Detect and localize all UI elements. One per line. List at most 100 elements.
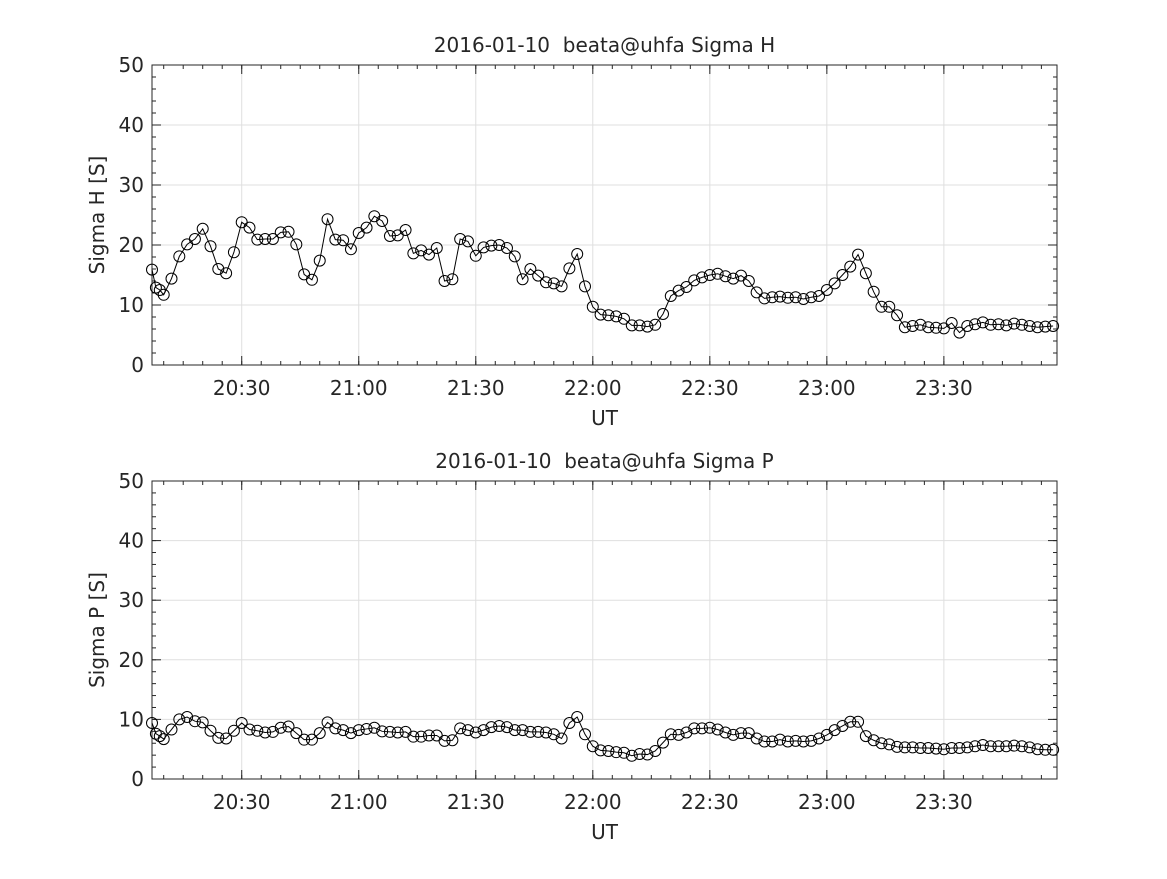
data-point (1039, 320, 1052, 333)
data-point (828, 724, 841, 737)
x-tick-label: 23:30 (915, 790, 973, 814)
data-point (625, 319, 638, 332)
data-point (1031, 321, 1044, 334)
data-point (376, 215, 389, 227)
data-point (930, 742, 943, 755)
data-point (594, 744, 607, 757)
data-point (657, 308, 670, 320)
y-axis-label: Sigma H [S] (85, 156, 109, 275)
data-point (555, 732, 568, 745)
data-point (649, 744, 662, 757)
x-tick-label: 22:30 (681, 376, 739, 400)
data-point (813, 290, 826, 302)
data-point (243, 221, 256, 234)
data-point (610, 746, 623, 759)
data-point (274, 226, 287, 239)
data-point (781, 735, 794, 748)
data-point (454, 233, 467, 245)
data-point (930, 321, 943, 334)
data-point (813, 732, 826, 745)
data-point (146, 263, 158, 276)
data-point (719, 726, 732, 739)
data-point (758, 292, 771, 305)
data-point (188, 715, 201, 728)
data-point (251, 233, 264, 246)
data-point (618, 312, 630, 325)
x-tick-label: 22:00 (564, 376, 622, 400)
data-point (664, 728, 677, 741)
data-point (204, 240, 217, 253)
data-point (469, 249, 482, 262)
data-point (220, 267, 233, 280)
data-point (352, 724, 365, 737)
data-point (1047, 743, 1060, 756)
data-point (579, 280, 591, 293)
data-point (672, 284, 685, 297)
data-point (571, 711, 584, 724)
data-point (641, 320, 654, 333)
data-point (360, 221, 373, 234)
data-point (165, 723, 178, 736)
data-point (586, 300, 599, 313)
y-tick-label: 0 (131, 767, 144, 791)
data-point (844, 260, 857, 273)
data-point (1039, 743, 1052, 756)
data-point (735, 727, 748, 740)
y-tick-label: 20 (119, 648, 144, 672)
data-point (1008, 739, 1021, 752)
data-point (485, 239, 498, 252)
data-point (477, 724, 490, 737)
data-point (173, 250, 186, 263)
data-point (579, 728, 591, 741)
data-point (875, 737, 888, 750)
data-point (337, 234, 350, 247)
data-point (532, 269, 545, 282)
data-point (875, 300, 888, 313)
data-point (469, 726, 482, 739)
data-point (805, 734, 818, 747)
data-point (563, 262, 576, 275)
data-point (657, 736, 670, 749)
data-point (274, 721, 287, 734)
data-point (251, 724, 264, 737)
y-tick-label: 40 (119, 529, 144, 553)
data-point (243, 723, 256, 736)
data-point (227, 724, 240, 737)
data-point (422, 729, 435, 742)
data-point (204, 724, 217, 737)
data-point (212, 731, 225, 744)
data-point (945, 742, 958, 755)
data-point (344, 243, 357, 256)
data-point (571, 248, 584, 260)
data-point (758, 735, 771, 748)
data-point (461, 235, 474, 248)
data-point (867, 734, 880, 747)
data-point (719, 270, 732, 283)
data-point (508, 724, 521, 737)
data-point (1008, 317, 1021, 330)
plot-area (152, 481, 1057, 779)
sigma-p-chart: 0 10 20 30 40 50 20:30 21:00 21:30 22:00 22:30 23:0… (85, 449, 1060, 844)
data-point (1000, 319, 1013, 332)
data-point (586, 740, 599, 753)
x-tick-label: 23:30 (915, 376, 973, 400)
data-point (859, 730, 872, 743)
data-point (407, 247, 420, 260)
data-point (188, 233, 201, 245)
data-point (524, 725, 537, 738)
data-point (633, 747, 646, 760)
data-point (282, 225, 295, 238)
data-point (797, 293, 810, 305)
data-point (430, 242, 443, 254)
data-point (789, 291, 802, 304)
x-tick-label: 23:00 (798, 790, 856, 814)
data-point (446, 734, 459, 747)
data-point (750, 732, 763, 745)
data-point (454, 722, 467, 735)
data-point (1015, 318, 1028, 331)
data-point (602, 309, 615, 322)
data-point (984, 740, 997, 753)
data-point (820, 284, 833, 296)
data-point (321, 716, 334, 729)
data-point (500, 242, 513, 254)
